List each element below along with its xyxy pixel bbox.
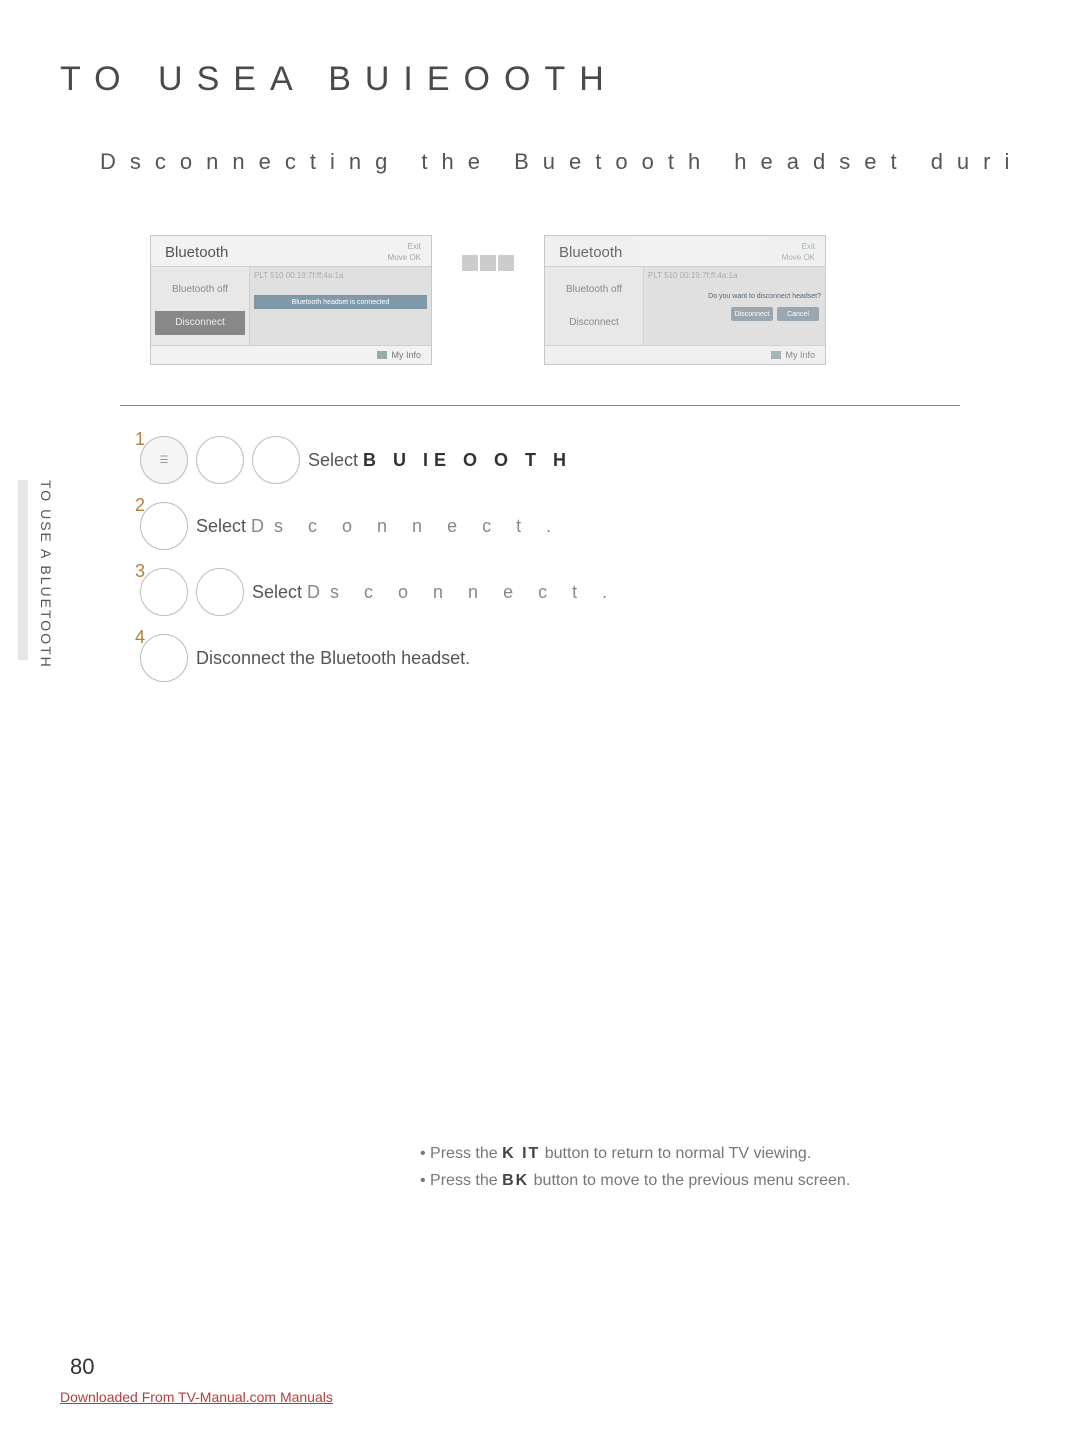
note-text: • Press the xyxy=(420,1145,502,1162)
device-label: PLT 510 00:19:7f:ff:4a:1a xyxy=(254,271,343,280)
step-text: Select xyxy=(196,516,251,536)
remote-nav-icon xyxy=(196,436,244,484)
page-title: TO USEA BUIEOOTH xyxy=(60,60,1020,99)
option-bluetooth-off[interactable]: Bluetooth off xyxy=(549,278,639,302)
color-chip-icon xyxy=(771,351,781,359)
panel-title: Bluetooth xyxy=(559,244,622,261)
section-divider xyxy=(120,405,960,406)
step-2: 2 Select Ds c o n n e c t . xyxy=(140,502,1020,550)
bluetooth-panel-connected: Bluetooth Exit Move OK Bluetooth off Dis… xyxy=(150,235,432,365)
remote-ok-icon xyxy=(196,568,244,616)
exit-label: Exit xyxy=(802,242,815,251)
bluetooth-panel-prompt: Bluetooth Exit Move OK Bluetooth off Dis… xyxy=(544,235,826,365)
my-info-button[interactable]: My Info xyxy=(771,350,815,360)
side-tab-bar xyxy=(18,480,28,660)
remote-ok-icon: 4 xyxy=(140,634,188,682)
page-subtitle: Dsconnecting the Buetooth headset duri xyxy=(100,149,1020,175)
step-wide: Ds c o n n e c t . xyxy=(251,516,561,536)
status-bar-connected: Bluetooth headset is connected xyxy=(254,295,427,309)
step-3: 3 Select Ds c o n n e c t . xyxy=(140,568,1020,616)
panel-title: Bluetooth xyxy=(165,244,228,261)
step-4: 4 Disconnect the Bluetooth headset. xyxy=(140,634,1020,682)
option-disconnect[interactable]: Disconnect xyxy=(155,311,245,335)
download-source-link[interactable]: Downloaded From TV-Manual.com Manuals xyxy=(60,1389,333,1405)
footer-notes: • Press the K IT button to return to nor… xyxy=(420,1140,850,1194)
disconnect-button[interactable]: Disconnect xyxy=(731,307,773,321)
note-text: button to move to the previous menu scre… xyxy=(534,1172,851,1189)
step-bold: B U IE O O T H xyxy=(363,450,572,470)
option-bluetooth-off[interactable]: Bluetooth off xyxy=(155,278,245,302)
step-wide: Ds c o n n e c t . xyxy=(307,582,617,602)
step-1: 1☰ Select B U IE O O T H xyxy=(140,436,1020,484)
device-label: PLT 510 00:19:7f:ff:4a:1a xyxy=(648,271,737,280)
remote-menu-icon: 1☰ xyxy=(140,436,188,484)
side-tab-label: TO USE A BLUETOOTH xyxy=(38,480,54,669)
note-key: BK xyxy=(502,1172,529,1189)
note-key: K IT xyxy=(502,1145,540,1162)
move-ok-label: Move OK xyxy=(388,253,421,262)
disconnect-prompt: Do you want to disconnect headset? xyxy=(708,293,821,300)
color-chip-icon xyxy=(377,351,387,359)
remote-ok-icon: 2 xyxy=(140,502,188,550)
page-number: 80 xyxy=(70,1354,94,1380)
my-info-label: My Info xyxy=(391,350,421,360)
note-text: • Press the xyxy=(420,1172,502,1189)
move-ok-label: Move OK xyxy=(782,253,815,262)
step-text: Disconnect the Bluetooth headset. xyxy=(196,648,470,669)
step-text: Select xyxy=(252,582,307,602)
option-disconnect[interactable]: Disconnect xyxy=(549,311,639,335)
cancel-button[interactable]: Cancel xyxy=(777,307,819,321)
remote-ok-icon xyxy=(252,436,300,484)
transition-arrow-icon xyxy=(462,255,514,271)
step-text: Select xyxy=(308,450,363,470)
remote-nav-icon: 3 xyxy=(140,568,188,616)
my-info-label: My Info xyxy=(785,350,815,360)
note-text: button to return to normal TV viewing. xyxy=(545,1145,812,1162)
exit-label: Exit xyxy=(408,242,421,251)
my-info-button[interactable]: My Info xyxy=(377,350,421,360)
